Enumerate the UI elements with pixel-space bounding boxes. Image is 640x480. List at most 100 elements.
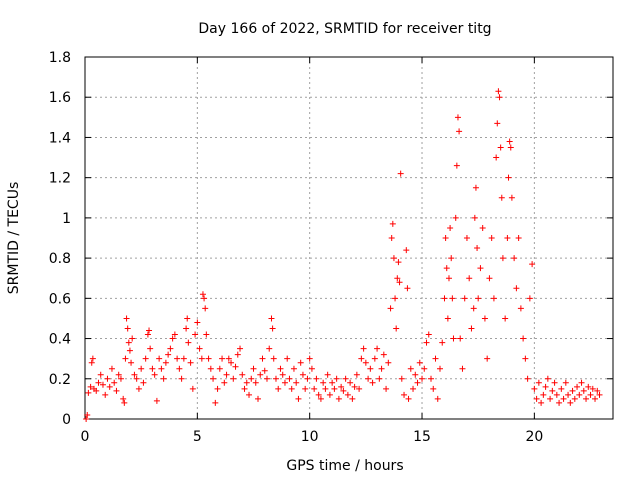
data-point — [203, 331, 210, 338]
data-point — [117, 375, 124, 382]
data-point — [243, 379, 250, 386]
data-point — [369, 379, 376, 386]
data-point — [495, 88, 502, 95]
data-point — [122, 355, 129, 362]
data-point — [344, 391, 351, 398]
data-point — [266, 345, 273, 352]
data-point — [88, 359, 95, 366]
x-tick-label: 5 — [193, 429, 202, 445]
data-point — [353, 371, 360, 378]
data-point — [176, 365, 183, 372]
data-point — [531, 385, 538, 392]
data-point — [447, 224, 454, 231]
data-point — [261, 367, 268, 374]
data-point — [338, 383, 345, 390]
data-point — [445, 275, 452, 282]
data-point — [270, 355, 277, 362]
data-point — [565, 391, 572, 398]
x-tick-labels: 0 5 10 15 20 — [81, 429, 544, 445]
data-point — [123, 315, 130, 322]
data-point — [421, 365, 428, 372]
data-point — [388, 235, 395, 241]
data-point — [124, 325, 131, 332]
data-point — [526, 295, 533, 302]
data-point — [135, 385, 142, 392]
data-point — [228, 359, 235, 366]
data-point — [502, 315, 509, 322]
data-point — [171, 331, 178, 338]
data-point — [371, 355, 378, 362]
data-point — [178, 375, 185, 382]
data-point — [457, 335, 464, 342]
data-point — [241, 385, 248, 392]
data-point — [142, 355, 149, 362]
data-point — [192, 331, 199, 338]
data-point — [463, 235, 470, 241]
data-point — [453, 162, 460, 169]
data-points — [83, 88, 603, 422]
y-tick-label: 1.6 — [49, 90, 71, 106]
data-point — [315, 391, 322, 398]
data-point — [407, 365, 414, 372]
data-point — [306, 355, 313, 362]
data-point — [397, 170, 404, 177]
data-point — [522, 355, 529, 362]
y-tick-label: 1 — [62, 211, 71, 227]
data-point — [102, 391, 109, 398]
data-point — [97, 371, 104, 378]
data-point — [535, 379, 542, 386]
data-point — [232, 363, 239, 370]
data-point — [349, 395, 356, 402]
data-point — [196, 345, 203, 352]
data-point — [198, 355, 205, 362]
data-point — [99, 381, 106, 388]
data-point — [477, 265, 484, 272]
data-point — [95, 379, 102, 386]
data-point — [387, 305, 394, 312]
data-point — [456, 128, 463, 135]
data-point — [425, 331, 432, 338]
data-point — [151, 371, 158, 378]
data-point — [449, 295, 456, 302]
data-point — [286, 375, 293, 382]
y-tick-label: 0.2 — [49, 372, 71, 388]
data-point — [520, 335, 527, 342]
data-point — [468, 325, 475, 332]
y-tick-labels: 0 0.2 0.4 0.6 0.8 1 1.2 1.4 1.6 1.8 — [49, 50, 71, 428]
data-point — [93, 387, 100, 394]
data-point — [174, 355, 181, 362]
data-point — [461, 295, 468, 302]
data-point — [202, 305, 209, 312]
data-point — [85, 389, 92, 396]
data-point — [587, 391, 594, 398]
y-tick-label: 0.6 — [49, 291, 71, 307]
data-point — [297, 359, 304, 366]
data-point — [576, 391, 583, 398]
data-point — [508, 194, 515, 201]
data-point — [189, 385, 196, 392]
data-point — [165, 351, 172, 358]
data-point — [169, 335, 176, 342]
data-point — [128, 359, 135, 366]
data-point — [125, 339, 132, 346]
data-point — [259, 355, 266, 362]
data-point — [158, 365, 165, 372]
data-point — [567, 399, 574, 406]
data-point — [506, 138, 513, 145]
data-point — [466, 275, 473, 282]
data-point — [580, 387, 587, 394]
data-point — [362, 359, 369, 366]
data-point — [356, 385, 363, 392]
data-point — [326, 391, 333, 398]
x-tick-label: 15 — [413, 429, 431, 445]
data-point — [538, 399, 545, 406]
data-point — [589, 385, 596, 392]
data-point — [295, 395, 302, 402]
y-tick-label: 0.8 — [49, 251, 71, 267]
data-point — [162, 359, 169, 366]
y-tick-label: 1.2 — [49, 171, 71, 187]
data-point — [257, 371, 264, 378]
data-point — [551, 379, 558, 386]
data-point — [547, 395, 554, 402]
